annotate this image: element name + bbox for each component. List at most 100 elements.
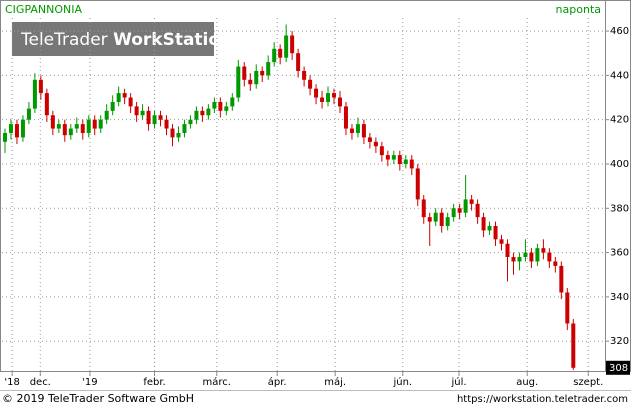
candle-body xyxy=(457,208,462,213)
candle-body xyxy=(409,159,414,169)
candle-body xyxy=(439,212,444,227)
candle-body xyxy=(236,66,241,98)
candle-body xyxy=(32,79,37,109)
candle-body xyxy=(451,208,456,218)
candle-body xyxy=(194,110,199,120)
candle-body xyxy=(415,168,420,200)
candle-body xyxy=(176,132,181,138)
candle-body xyxy=(152,115,157,125)
logo-part: WorkStation xyxy=(113,30,232,50)
candle-body xyxy=(8,124,13,133)
candle-body xyxy=(80,124,85,133)
candle-body xyxy=(379,146,384,156)
candle-body xyxy=(110,101,115,111)
candle-body xyxy=(128,97,133,107)
x-tick-label: '19 xyxy=(82,377,97,388)
candle-body xyxy=(182,124,187,133)
candle-body xyxy=(296,53,301,71)
chart-title: CIGPANNONIA xyxy=(5,3,82,16)
candle-body xyxy=(427,217,432,222)
candle-body xyxy=(445,217,450,227)
candle-body xyxy=(493,226,498,240)
x-tick-label: szept. xyxy=(573,377,603,388)
candle-body xyxy=(433,212,438,222)
y-tick-label: 420 xyxy=(610,115,629,126)
candle-body xyxy=(337,97,342,107)
last-price-box xyxy=(606,360,630,375)
candle-body xyxy=(134,106,139,116)
candle-body xyxy=(314,88,319,98)
candle-body xyxy=(559,265,564,293)
candle-body xyxy=(541,248,546,253)
x-tick-label: '18 xyxy=(4,377,19,388)
candle-body xyxy=(200,110,205,116)
candle-body xyxy=(266,62,271,76)
candle-body xyxy=(367,137,372,142)
candle-body xyxy=(260,70,265,76)
candle-body xyxy=(547,252,552,262)
candle-body xyxy=(343,106,348,129)
candle-body xyxy=(320,97,325,102)
candle-body xyxy=(523,252,528,258)
candle-body xyxy=(146,110,151,125)
candle-body xyxy=(535,248,540,262)
candle-body xyxy=(505,243,510,258)
y-tick-label: 460 xyxy=(610,26,629,37)
candle-body xyxy=(565,292,570,324)
candle-body xyxy=(553,261,558,266)
y-tick-label: 440 xyxy=(610,70,629,81)
y-tick-label: 340 xyxy=(610,292,629,303)
candle-body xyxy=(517,257,522,262)
logo-box xyxy=(12,22,214,56)
candle-body xyxy=(140,110,145,116)
candle-body xyxy=(487,226,492,231)
candle-body xyxy=(38,79,43,94)
x-tick-label: júl. xyxy=(450,376,466,388)
last-price: 308 xyxy=(609,363,628,374)
x-tick-label: febr. xyxy=(143,377,165,388)
x-tick-label: aug. xyxy=(516,377,538,388)
x-tick-label: ápr. xyxy=(268,376,287,388)
candle-body xyxy=(164,119,169,129)
candle-body xyxy=(14,124,19,138)
candle-body xyxy=(44,93,49,116)
candle-body xyxy=(116,93,121,102)
candle-body xyxy=(481,217,486,231)
candle-body xyxy=(86,119,91,133)
candle-body xyxy=(26,108,31,120)
candle-body xyxy=(373,141,378,147)
candle-body xyxy=(475,203,480,218)
candle-body xyxy=(50,115,55,129)
candle-body xyxy=(2,132,7,142)
candle-body xyxy=(206,108,211,116)
y-tick-label: 400 xyxy=(610,159,629,170)
frame xyxy=(0,0,631,372)
candle-body xyxy=(355,124,360,133)
candle-body xyxy=(469,199,474,204)
candle-body xyxy=(571,323,576,368)
candle-body xyxy=(403,159,408,164)
candle-body xyxy=(68,128,73,136)
candle-body xyxy=(397,155,402,164)
logo-part: TeleTrader xyxy=(20,30,108,50)
candle-body xyxy=(98,119,103,129)
candle-body xyxy=(158,115,163,120)
frequency: naponta xyxy=(556,3,601,16)
candle-body xyxy=(224,106,229,111)
candle-body xyxy=(511,257,516,262)
candle-body xyxy=(284,35,289,58)
candle-body xyxy=(104,110,109,120)
logo: TeleTrader WorkStation xyxy=(20,30,232,50)
y-tick-label: 320 xyxy=(610,336,629,347)
candle-body xyxy=(499,239,504,244)
candle-body xyxy=(349,128,354,133)
x-tick-label: márc. xyxy=(203,376,231,388)
x-tick-label: jún. xyxy=(392,376,412,388)
candle-body xyxy=(218,101,223,111)
y-tick-label: 360 xyxy=(610,248,629,259)
candle-body xyxy=(92,119,97,129)
candle-body xyxy=(74,124,79,129)
x-tick-label: máj. xyxy=(324,376,346,388)
candle-body xyxy=(421,199,426,218)
